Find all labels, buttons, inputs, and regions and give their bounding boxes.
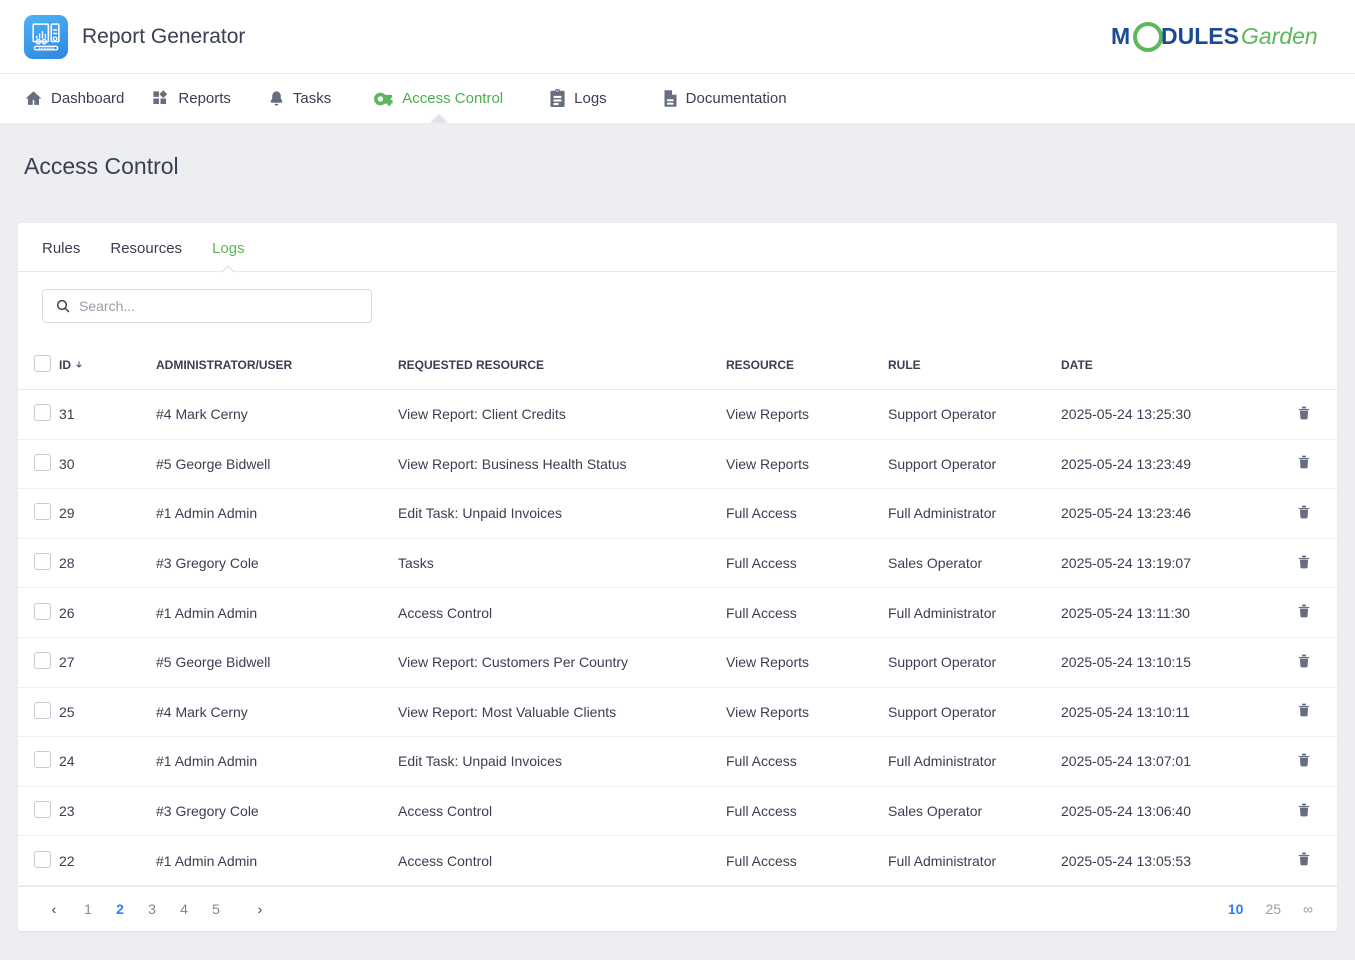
svg-text:M: M xyxy=(1111,23,1130,49)
svg-text:DULES: DULES xyxy=(1161,23,1239,49)
svg-text:Garden: Garden xyxy=(1241,23,1318,49)
